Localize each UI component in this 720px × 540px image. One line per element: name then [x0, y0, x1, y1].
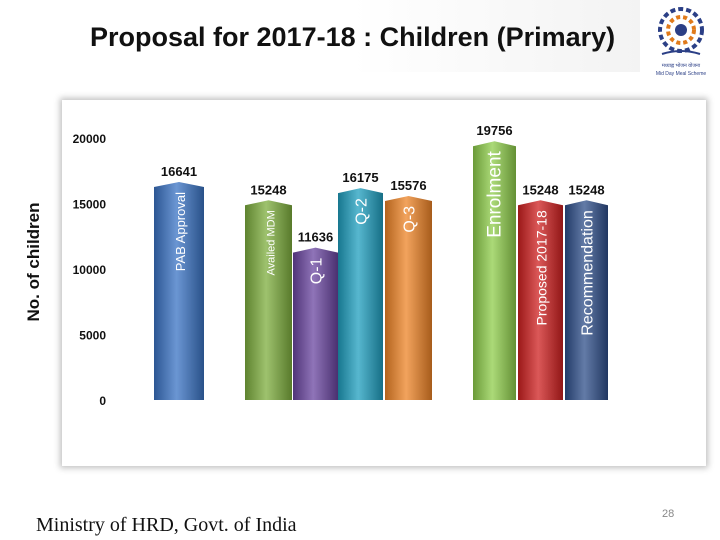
category-label: Enrolment — [485, 150, 506, 237]
logo-text-hindi: मध्याह्न भोजन योजना — [662, 62, 701, 69]
data-label: 15248 — [522, 182, 558, 197]
bar — [565, 200, 608, 400]
data-label: 11636 — [298, 230, 333, 245]
page-number: 28 — [662, 508, 675, 520]
data-label: 19756 — [476, 123, 512, 138]
bar — [518, 200, 563, 400]
y-tick-label: 20000 — [73, 132, 107, 146]
slide-title: Proposal for 2017-18 : Children (Primary… — [90, 22, 616, 52]
y-tick-label: 15000 — [73, 198, 107, 212]
bar — [154, 182, 204, 400]
data-label: 15576 — [390, 178, 426, 193]
bar — [473, 141, 516, 400]
y-tick-label: 0 — [99, 394, 106, 408]
category-label: Q-2 — [354, 198, 371, 225]
bar — [385, 195, 432, 400]
data-label: 15248 — [250, 182, 286, 197]
bar — [338, 188, 383, 400]
bar — [293, 247, 338, 400]
category-label: Availed MDM — [266, 210, 278, 275]
category-label: Q-1 — [309, 257, 326, 284]
y-tick-label: 5000 — [79, 329, 106, 343]
data-label: 16641 — [161, 164, 197, 179]
category-label: Q-3 — [402, 206, 419, 233]
title-band — [0, 0, 640, 72]
bar — [245, 200, 292, 400]
logo-text-english: Mid Day Meal Scheme — [656, 71, 707, 77]
footer-text: Ministry of HRD, Govt. of India — [36, 514, 297, 536]
data-label: 16175 — [342, 170, 378, 185]
y-tick-label: 10000 — [73, 263, 107, 277]
category-label: Recommendation — [580, 210, 597, 335]
mid-day-meal-logo: मध्याह्न भोजन योजना Mid Day Meal Scheme — [648, 4, 714, 80]
category-label: Proposed 2017-18 — [534, 210, 550, 325]
category-label: PAB Approval — [173, 192, 188, 271]
data-label: 15248 — [568, 182, 604, 197]
